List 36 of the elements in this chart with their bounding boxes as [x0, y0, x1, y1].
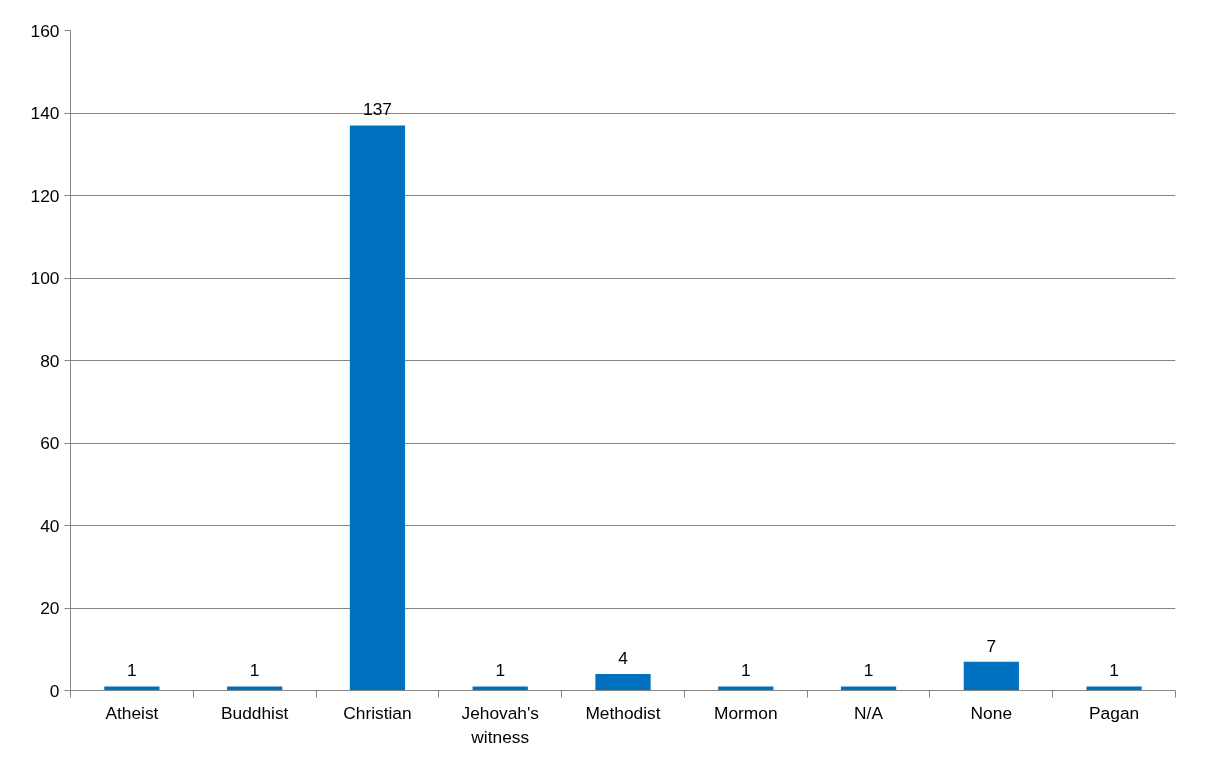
bar	[840, 686, 897, 691]
x-tick-label: N/A	[854, 702, 884, 723]
data-label: 7	[986, 635, 997, 656]
bar	[963, 661, 1019, 691]
data-label: 4	[618, 648, 629, 668]
y-tick-label: 100	[30, 268, 60, 288]
data-label: 1	[863, 660, 874, 681]
x-tick-label: Atheist	[105, 702, 159, 723]
data-label: 1	[740, 660, 751, 681]
data-label: 1	[1109, 660, 1119, 681]
x-tick-label: Mormon	[714, 702, 778, 723]
bar	[718, 686, 774, 691]
bar	[349, 125, 406, 691]
x-tick-label: Methodist	[585, 702, 661, 723]
bar	[1086, 686, 1142, 691]
data-label: 137	[362, 99, 392, 120]
data-label: 1	[249, 660, 260, 681]
y-tick-label: 60	[40, 433, 60, 453]
x-tick-label: Buddhist	[220, 702, 289, 723]
x-tick-label: Pagan	[1089, 702, 1140, 723]
data-label: 1	[127, 660, 137, 681]
bar	[472, 686, 528, 691]
bar	[595, 674, 651, 691]
x-tick-label: None	[970, 702, 1013, 723]
data-label: 1	[495, 660, 506, 681]
x-tick-label: Christian	[343, 702, 412, 723]
y-tick-label: 80	[40, 350, 60, 371]
y-tick-label: 160	[30, 20, 60, 41]
x-tick-label: Jehovah's witness	[461, 702, 540, 747]
y-tick-label: 120	[30, 185, 60, 206]
y-tick-label: 20	[40, 598, 60, 618]
y-tick-label: 0	[49, 680, 60, 701]
bar	[227, 686, 283, 691]
bar	[104, 686, 160, 691]
y-tick-label: 40	[40, 515, 60, 536]
y-tick-label: 140	[30, 103, 60, 123]
